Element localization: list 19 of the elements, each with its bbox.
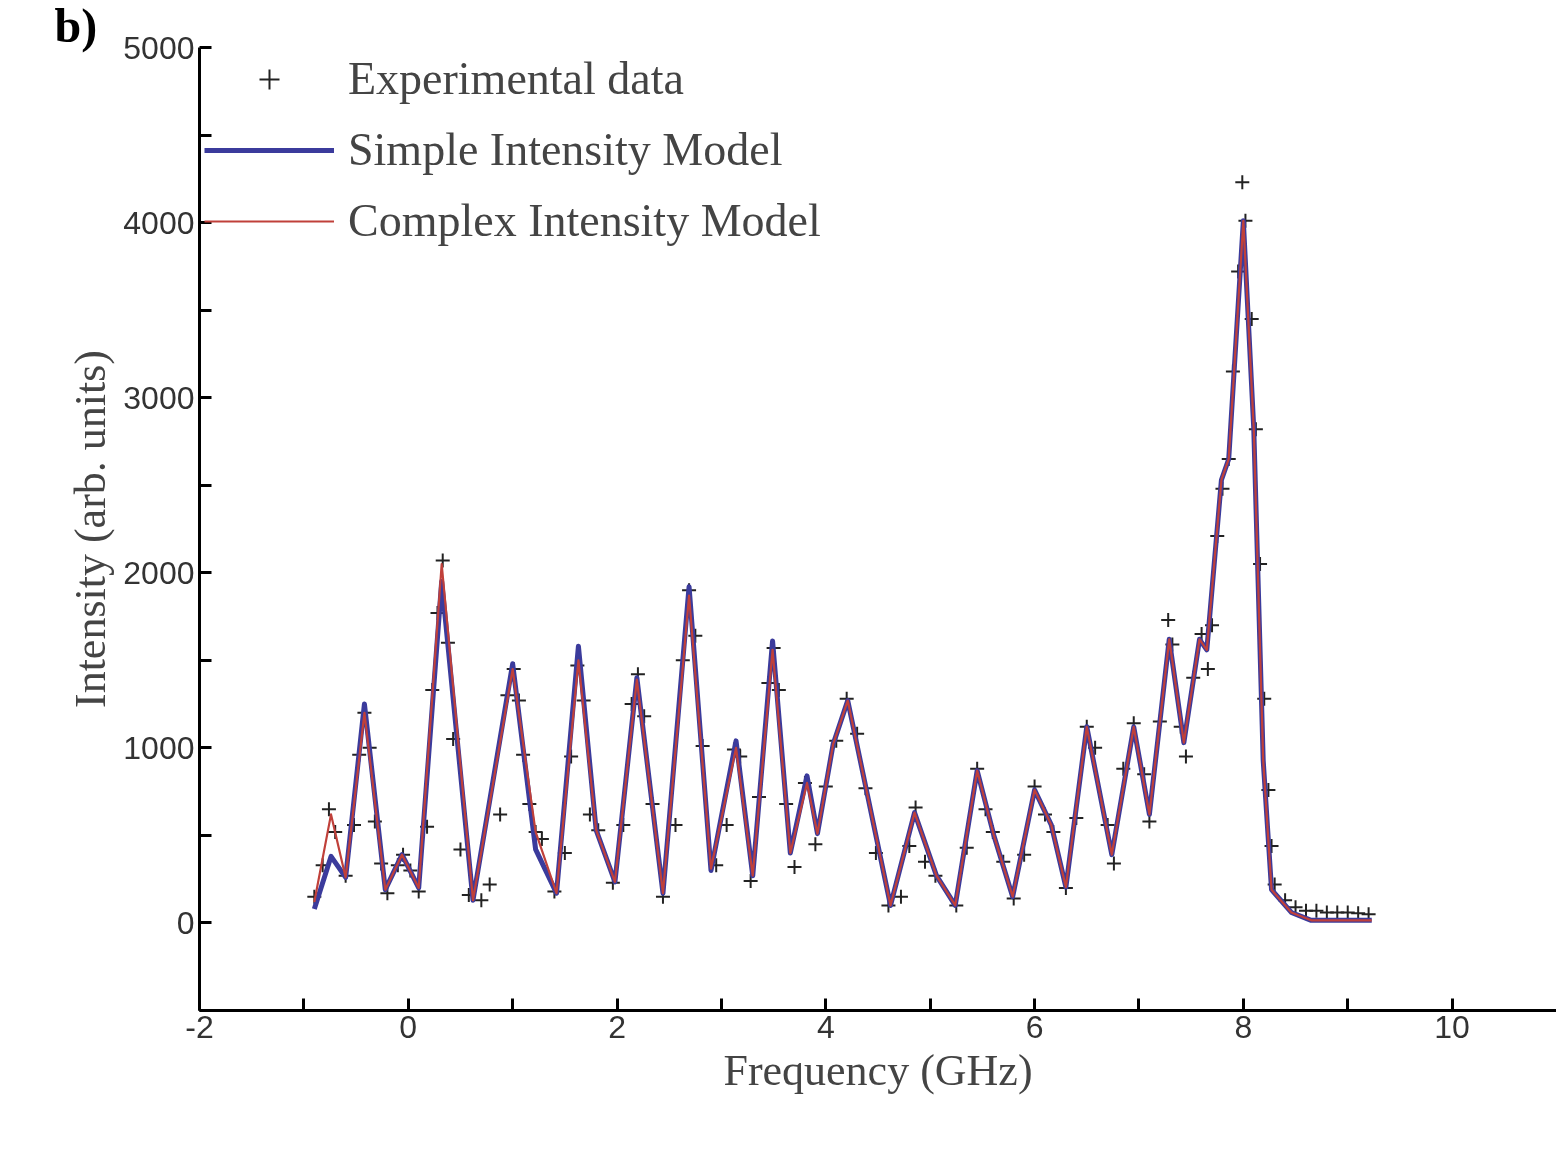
y-tick-label: 2000: [123, 554, 195, 591]
x-tick-label: 2: [608, 1008, 626, 1045]
legend-label: Complex Intensity Model: [348, 194, 821, 247]
x-tick-label: 4: [816, 1008, 835, 1045]
text: b): [54, 0, 98, 53]
x-tick-label: 0: [399, 1008, 418, 1045]
legend-label: Experimental data: [348, 52, 684, 105]
x-tick-label: 8: [1234, 1008, 1253, 1045]
y-tick-label: 3000: [123, 379, 195, 416]
y-tick-label: 5000: [123, 29, 195, 66]
x-axis-title: Frequency (GHz): [723, 1045, 1033, 1095]
x-tick-label: 6: [1025, 1008, 1044, 1045]
y-axis-title: Intensity (arb. units): [66, 349, 116, 709]
legend-label: Simple Intensity Model: [348, 123, 783, 176]
y-tick-label: 4000: [123, 204, 195, 241]
x-tick-label: 10: [1434, 1008, 1470, 1045]
y-tick-label: 1000: [123, 729, 195, 766]
x-tick-label: -2: [185, 1008, 214, 1045]
y-tick-label: 0: [176, 904, 195, 941]
